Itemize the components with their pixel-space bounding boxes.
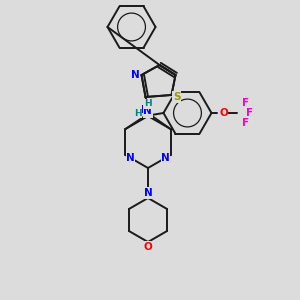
Text: N: N	[161, 153, 170, 163]
Text: N: N	[131, 70, 140, 80]
Text: F: F	[246, 108, 253, 118]
Text: H: H	[144, 100, 151, 109]
Text: H: H	[134, 109, 141, 118]
Text: N: N	[144, 107, 152, 117]
Text: F: F	[242, 98, 249, 108]
Text: N: N	[143, 106, 152, 116]
Text: S: S	[173, 92, 180, 102]
Text: N: N	[141, 105, 150, 115]
Text: F: F	[242, 118, 249, 128]
Text: N: N	[126, 153, 135, 163]
Text: N: N	[144, 188, 152, 198]
Text: O: O	[144, 242, 152, 252]
Text: O: O	[219, 108, 228, 118]
